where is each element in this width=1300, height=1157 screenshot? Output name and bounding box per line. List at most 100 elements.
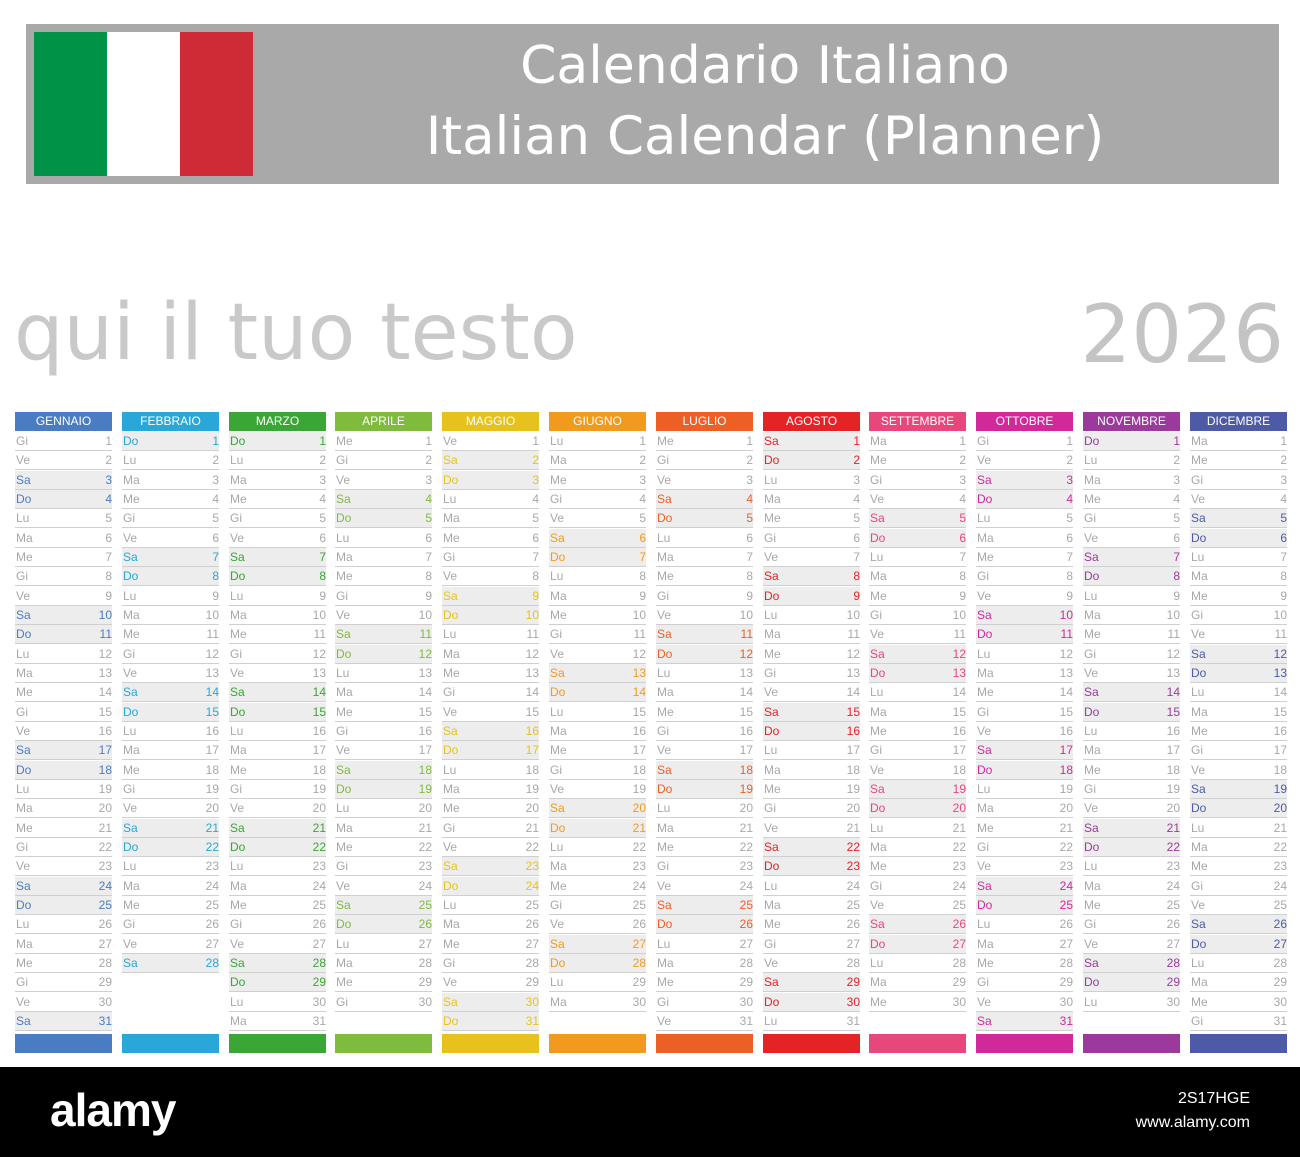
weekday-label: Ve (230, 937, 245, 951)
weekday-label: Gi (1084, 917, 1096, 931)
day-number: 25 (739, 898, 753, 912)
day-number: 12 (1166, 647, 1180, 661)
weekday-label: Me (764, 917, 781, 931)
day-row: Ma 23 (549, 857, 646, 876)
day-row: Gi 19 (229, 780, 326, 799)
day-number: 9 (959, 589, 966, 603)
day-row: Gi 28 (442, 954, 539, 973)
day-number: 12 (98, 647, 112, 661)
weekday-label: Do (550, 550, 566, 564)
day-number: 27 (632, 937, 646, 951)
day-row: Do 2 (763, 451, 860, 470)
day-row: Do 6 (869, 529, 966, 548)
day-row: Sa 4 (656, 490, 753, 509)
day-number: 15 (312, 705, 326, 719)
day-number: 22 (1059, 840, 1073, 854)
day-row: Ma 22 (1190, 838, 1287, 857)
day-number: 26 (418, 917, 432, 931)
day-row: Lu 24 (763, 877, 860, 896)
weekday-label: Do (1084, 705, 1100, 719)
day-row: Do 24 (442, 877, 539, 896)
day-row: Lu 31 (763, 1012, 860, 1031)
weekday-label: Sa (977, 879, 992, 893)
day-row: Gi 31 (1190, 1012, 1287, 1031)
weekday-label: Sa (443, 859, 458, 873)
day-number: 18 (1273, 763, 1287, 777)
weekday-label: Gi (336, 995, 348, 1009)
day-row: Me 29 (335, 973, 432, 992)
weekday-label: Ve (550, 647, 565, 661)
day-row: Lu 7 (1190, 548, 1287, 567)
day-row: Ve 12 (549, 645, 646, 664)
day-row: Ve 4 (1190, 490, 1287, 509)
day-row: Lu 15 (549, 703, 646, 722)
day-row: Gi 24 (869, 877, 966, 896)
day-number: 15 (1059, 705, 1073, 719)
day-number: 13 (1166, 666, 1180, 680)
day-number: 16 (739, 724, 753, 738)
day-row: Sa 14 (1083, 683, 1180, 702)
day-row: Ve 27 (122, 935, 219, 954)
day-number: 3 (1280, 473, 1287, 487)
day-row: Do 4 (15, 490, 112, 509)
weekday-label: Gi (123, 647, 135, 661)
day-number: 26 (205, 917, 219, 931)
day-row: Ma 19 (442, 780, 539, 799)
day-number: 13 (846, 666, 860, 680)
day-row: Ma 5 (442, 509, 539, 528)
weekday-label: Lu (16, 647, 30, 661)
day-row: Sa 15 (763, 703, 860, 722)
weekday-label: Ve (123, 801, 138, 815)
day-row: Me 16 (1190, 722, 1287, 741)
day-number: 11 (740, 627, 753, 641)
day-number: 30 (98, 995, 112, 1009)
day-row: Ve 2 (976, 451, 1073, 470)
day-number: 10 (1059, 608, 1073, 622)
day-number: 25 (525, 898, 539, 912)
weekday-label: Sa (1191, 511, 1206, 525)
day-row: Gi 17 (869, 741, 966, 760)
day-number: 5 (1173, 511, 1180, 525)
day-row: Sa 7 (229, 548, 326, 567)
weekday-label: Ma (1084, 879, 1101, 893)
day-number: 20 (312, 801, 326, 815)
day-number: 26 (525, 917, 539, 931)
day-number: 20 (418, 801, 432, 815)
day-number: 5 (319, 511, 326, 525)
weekday-label: Ma (657, 550, 674, 564)
day-number: 15 (98, 705, 112, 719)
weekday-label: Gi (657, 859, 669, 873)
day-row: Me 24 (549, 877, 646, 896)
weekday-label: Do (443, 743, 459, 757)
day-number: 23 (1059, 859, 1073, 873)
weekday-label: Gi (230, 511, 242, 525)
day-row: Gi 24 (1190, 877, 1287, 896)
weekday-label: Ve (977, 995, 992, 1009)
day-row: Sa 17 (976, 741, 1073, 760)
day-row: Do 25 (15, 896, 112, 915)
day-number: 17 (98, 743, 112, 757)
weekday-label: Gi (16, 705, 28, 719)
weekday-label: Gi (550, 627, 562, 641)
day-row: Do 14 (549, 683, 646, 702)
day-row: Do 5 (656, 509, 753, 528)
day-number: 17 (739, 743, 753, 757)
day-number: 6 (319, 531, 326, 545)
day-row: Ve 9 (15, 587, 112, 606)
day-number: 4 (1173, 492, 1180, 506)
weekday-label: Lu (443, 898, 457, 912)
day-number: 5 (746, 511, 753, 525)
month-footer-bar (549, 1034, 646, 1053)
weekday-label: Ma (870, 569, 887, 583)
day-number: 3 (532, 473, 539, 487)
day-number: 2 (105, 453, 112, 467)
day-number: 30 (739, 995, 753, 1009)
day-row: Gi 19 (122, 780, 219, 799)
month-column-marzo: MARZO Do 1 Lu 2 Ma 3 Me 4 Gi 5 Ve 6 Sa 7 Do 8 Lu 9 Ma 10 Me 11… (229, 412, 326, 1053)
day-row: Ve 6 (122, 529, 219, 548)
day-row: Me 27 (442, 935, 539, 954)
day-row: Ve 13 (1083, 664, 1180, 683)
day-row: Do 15 (229, 703, 326, 722)
day-row: Ma 10 (1083, 606, 1180, 625)
day-row: Lu 19 (976, 780, 1073, 799)
